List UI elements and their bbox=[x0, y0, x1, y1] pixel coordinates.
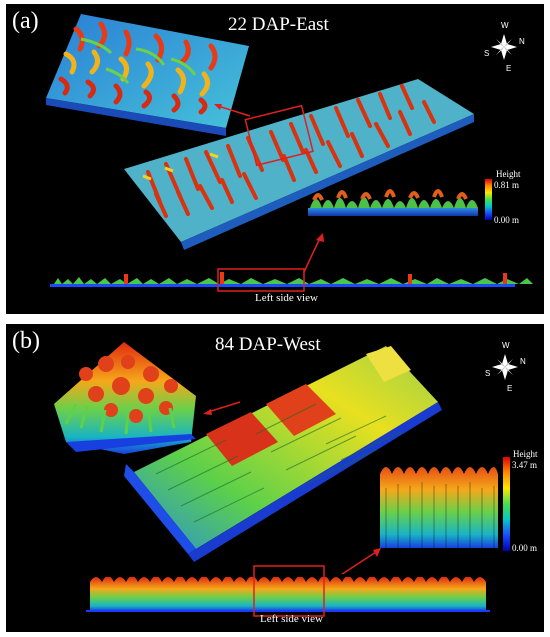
inset-plants-a bbox=[58, 21, 218, 115]
legend-title-b: Height bbox=[513, 449, 538, 459]
legend-max-b: 3.47 m bbox=[512, 460, 538, 470]
field-topview-b bbox=[134, 346, 438, 549]
point-cloud-scene-b bbox=[54, 342, 518, 617]
callout-arrow-side-a bbox=[303, 237, 321, 273]
side-view-strip-a bbox=[50, 272, 533, 287]
legend-min-b: 0.00 m bbox=[512, 543, 538, 553]
legend-max-a: 0.81 m bbox=[494, 180, 520, 190]
panel-label-b: (b) bbox=[12, 328, 40, 354]
field-plots-a bbox=[146, 84, 436, 218]
compass-e-b: E bbox=[507, 384, 513, 393]
compass-n-a: N bbox=[519, 37, 525, 46]
panel-title-b: 84 DAP-West bbox=[215, 334, 321, 355]
side-view-strip-b bbox=[86, 574, 490, 612]
compass-s-b: S bbox=[485, 369, 491, 378]
compass-w-b: W bbox=[502, 341, 510, 350]
zoom-inset-topview-b bbox=[54, 342, 196, 454]
callout-arrow-top-a bbox=[217, 105, 251, 117]
side-view-caption-a: Left side view bbox=[255, 292, 318, 304]
panel-a: (a) 22 DAP-East Left side view W N S E H… bbox=[6, 4, 544, 314]
point-cloud-scene-a bbox=[46, 14, 533, 292]
panel-label-a: (a) bbox=[12, 8, 39, 34]
callout-box-side-b bbox=[253, 565, 325, 617]
callout-box-field-a bbox=[244, 104, 314, 167]
height-colorbar-a bbox=[485, 179, 492, 220]
field-topview-a bbox=[124, 79, 474, 242]
compass-n-b: N bbox=[520, 357, 526, 366]
height-colorbar-b bbox=[503, 457, 510, 551]
compass-e-a: E bbox=[506, 64, 512, 73]
compass-s-a: S bbox=[484, 49, 490, 58]
panel-title-a: 22 DAP-East bbox=[228, 14, 329, 35]
callout-arrow-top-b bbox=[207, 401, 241, 413]
legend-title-a: Height bbox=[496, 169, 521, 179]
zoom-inset-sideview-a bbox=[308, 189, 478, 216]
legend-min-a: 0.00 m bbox=[494, 215, 520, 225]
side-view-caption-b: Left side view bbox=[260, 613, 323, 625]
callout-box-side-a bbox=[217, 268, 305, 292]
panel-b: (b) 84 DAP-West Left side view W N S E H… bbox=[6, 324, 544, 632]
field-plots-b bbox=[206, 346, 411, 466]
compass-rose-icon-b bbox=[492, 354, 518, 380]
compass-w-a: W bbox=[501, 21, 509, 30]
zoom-inset-sideview-b bbox=[380, 458, 498, 548]
compass-rose-icon-a bbox=[491, 34, 517, 60]
